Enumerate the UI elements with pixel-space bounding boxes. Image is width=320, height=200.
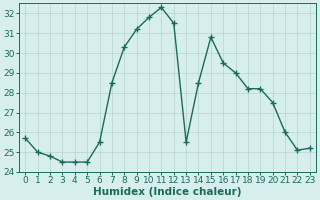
X-axis label: Humidex (Indice chaleur): Humidex (Indice chaleur) bbox=[93, 187, 242, 197]
